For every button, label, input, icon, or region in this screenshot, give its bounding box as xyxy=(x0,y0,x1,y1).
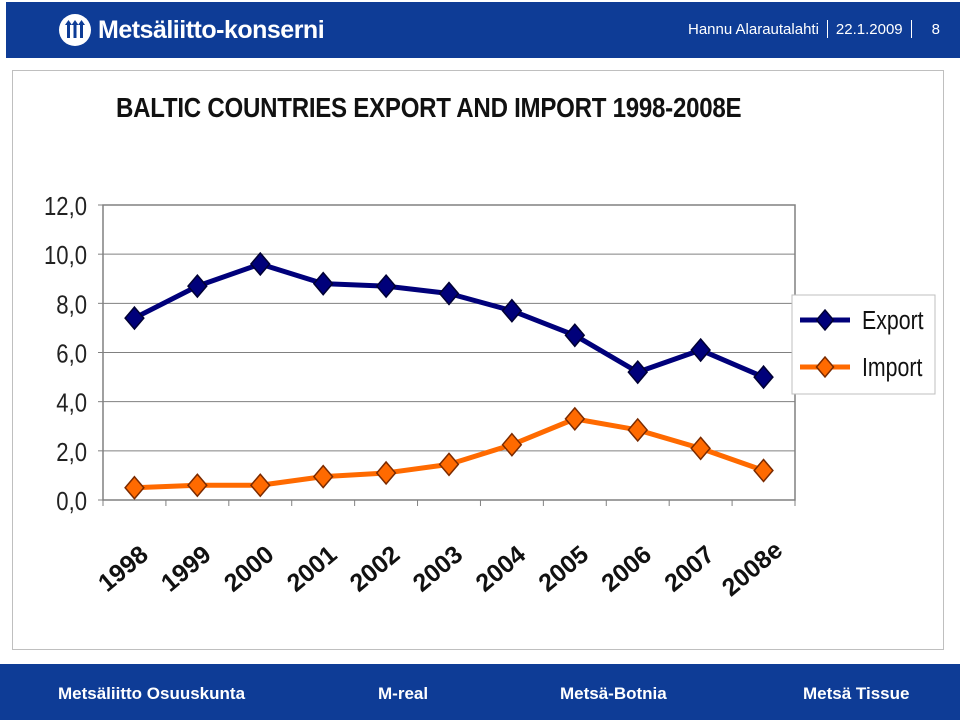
separator xyxy=(910,20,912,38)
y-tick-label: 10,0 xyxy=(44,242,87,271)
data-point-export xyxy=(753,364,774,390)
x-tick-label: 2006 xyxy=(596,540,657,597)
x-tick-label: 2005 xyxy=(533,540,594,597)
legend-label-import: Import xyxy=(862,353,923,383)
x-tick-label: 2003 xyxy=(408,540,469,597)
x-tick-label: 2001 xyxy=(282,540,343,597)
data-point-export xyxy=(375,273,397,299)
legend-marker-import xyxy=(815,355,835,379)
company-metsaliitto-osuuskunta: Metsäliitto Osuuskunta xyxy=(58,684,246,703)
data-point-import xyxy=(249,473,271,498)
data-point-import xyxy=(627,417,649,443)
data-point-export xyxy=(690,337,711,363)
legend-label-export: Export xyxy=(862,306,924,336)
y-tick-label: 12,0 xyxy=(44,192,87,221)
data-point-import xyxy=(501,432,523,457)
company-metsa-botnia: Metsä-Botnia xyxy=(560,684,667,703)
footer: Metsäliitto Osuuskunta M-real Metsä-Botn… xyxy=(0,664,960,720)
data-point-import xyxy=(438,452,460,477)
data-point-export xyxy=(564,323,586,348)
company-logo: Metsäliitto-konserni xyxy=(58,10,325,50)
y-tick-label: 2,0 xyxy=(56,438,87,467)
x-tick-label: 2002 xyxy=(345,540,406,597)
legend-marker-export xyxy=(815,308,835,332)
data-point-import xyxy=(753,458,774,483)
x-tick-label: 1998 xyxy=(93,540,154,597)
data-point-export xyxy=(438,281,460,306)
x-tick-label: 2000 xyxy=(219,540,280,597)
presentation-date: 22.1.2009 xyxy=(835,20,903,38)
x-tick-label: 1999 xyxy=(156,540,217,597)
data-point-export xyxy=(124,305,145,331)
company-m-real: M-real xyxy=(378,684,429,703)
header: Metsäliitto-konserni Hannu Alarautalahti… xyxy=(0,0,960,62)
page-number: 8 xyxy=(931,20,940,38)
company-metsa-tissue: Metsä Tissue xyxy=(803,684,910,703)
slide-title: BALTIC COUNTRIES EXPORT AND IMPORT 1998-… xyxy=(116,92,742,123)
tree-logo-icon xyxy=(59,14,91,46)
legend-box xyxy=(791,294,936,395)
data-point-export xyxy=(501,298,523,323)
y-tick-label: 6,0 xyxy=(56,340,87,369)
y-tick-label: 4,0 xyxy=(56,389,87,418)
header-bar xyxy=(6,2,960,58)
data-point-export xyxy=(187,273,208,299)
data-point-import xyxy=(564,406,586,432)
x-tick-label: 2004 xyxy=(470,540,531,597)
data-point-import xyxy=(187,473,208,498)
y-tick-label: 8,0 xyxy=(56,291,87,320)
logo-text: Metsäliitto-konserni xyxy=(98,15,325,44)
data-point-import xyxy=(312,464,334,489)
x-tick-label: 2008e xyxy=(717,536,788,602)
y-tick-label: 0,0 xyxy=(56,487,87,516)
x-tick-label: 2007 xyxy=(659,540,720,597)
data-point-import xyxy=(375,460,397,486)
data-point-export xyxy=(312,271,334,296)
data-point-import xyxy=(124,475,145,500)
author-name: Hannu Alarautalahti xyxy=(687,20,819,38)
data-point-export xyxy=(627,360,649,385)
data-point-import xyxy=(690,436,711,461)
data-point-export xyxy=(249,251,271,277)
separator xyxy=(826,20,828,38)
header-info: Hannu Alarautalahti 22.1.2009 8 xyxy=(688,20,940,38)
